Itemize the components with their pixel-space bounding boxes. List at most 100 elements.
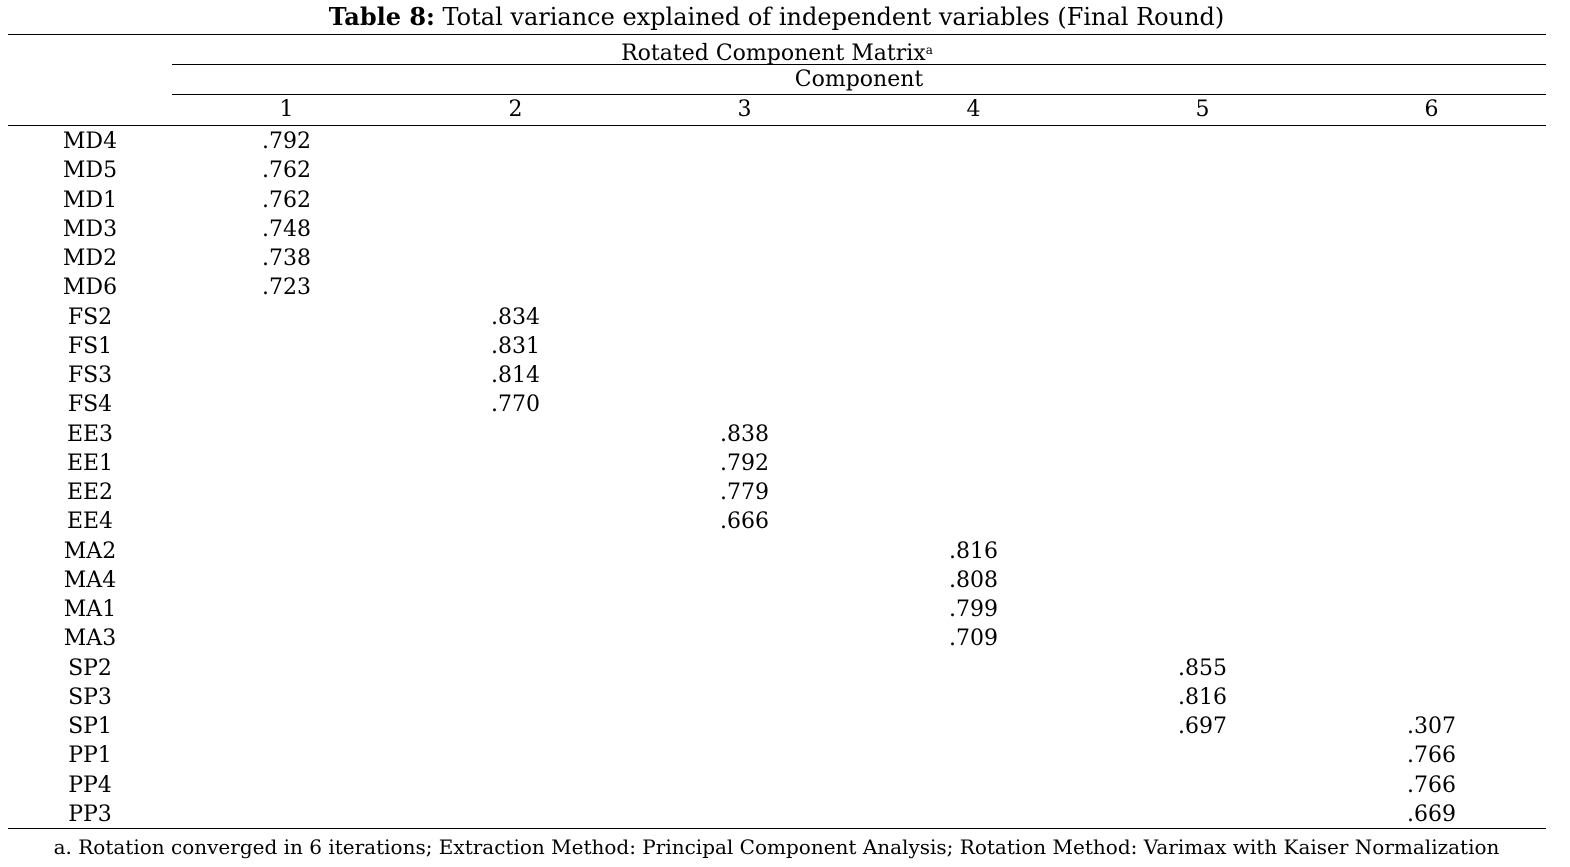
loading-cell	[172, 390, 401, 419]
loading-cell	[1088, 449, 1317, 478]
loading-cell	[401, 800, 630, 829]
loading-cell	[859, 449, 1088, 478]
loading-cell	[630, 683, 859, 712]
loading-cell: .770	[491, 392, 540, 418]
loading-cell	[630, 303, 859, 332]
column-header-1: 1	[279, 97, 294, 122]
loading-cell	[630, 186, 859, 215]
loading-cell	[1317, 273, 1546, 302]
loading-cell	[859, 712, 1088, 741]
column-header-5: 5	[1195, 97, 1210, 122]
table-caption-number: Table 8:	[328, 2, 435, 31]
loading-cell	[401, 683, 630, 712]
loading-cell	[1317, 244, 1546, 273]
table-row: FS1 .831	[8, 332, 1546, 361]
loading-cell	[1317, 507, 1546, 536]
row-label: MD4	[62, 129, 118, 155]
loading-cell	[859, 186, 1088, 215]
loading-cell: .307	[1407, 714, 1456, 740]
loading-cell	[1088, 215, 1317, 244]
loading-cell: .766	[1407, 772, 1456, 798]
loading-cell	[1317, 186, 1546, 215]
loading-cell	[1088, 741, 1317, 770]
loading-cell	[859, 771, 1088, 800]
loading-cell	[401, 741, 630, 770]
loading-cell	[1317, 683, 1546, 712]
loading-cell	[630, 537, 859, 566]
loading-cell	[172, 771, 401, 800]
loading-cell	[1088, 800, 1317, 829]
row-label: MD3	[62, 216, 118, 242]
row-label: FS3	[67, 363, 113, 389]
loading-cell	[172, 478, 401, 507]
loading-cell	[172, 595, 401, 624]
row-label: MA1	[63, 597, 117, 623]
row-label: EE3	[66, 421, 114, 447]
row-label: SP2	[68, 655, 112, 681]
loading-cell	[1088, 771, 1317, 800]
table-row: PP4 .766	[8, 771, 1546, 800]
loading-cell	[1088, 156, 1317, 185]
loading-cell	[630, 712, 859, 741]
loading-cell: .779	[720, 480, 769, 506]
loading-cell	[401, 595, 630, 624]
matrix-title-rule	[172, 64, 1546, 65]
loading-cell	[1088, 127, 1317, 156]
row-label: SP3	[68, 684, 112, 710]
loading-cell	[630, 771, 859, 800]
component-header-rule	[172, 94, 1546, 95]
loading-cell	[1088, 595, 1317, 624]
loading-cell	[1317, 156, 1546, 185]
loading-cell	[859, 244, 1088, 273]
loading-cell	[1317, 537, 1546, 566]
loading-cell	[172, 420, 401, 449]
table-row: MD2 .738	[8, 244, 1546, 273]
loading-cell	[859, 127, 1088, 156]
table-row: MD5 .762	[8, 156, 1546, 185]
loading-cell	[401, 127, 630, 156]
loading-cell: .738	[262, 246, 311, 272]
loading-cell	[401, 624, 630, 653]
loading-cell	[1317, 595, 1546, 624]
loading-cell	[1088, 507, 1317, 536]
loading-cell	[630, 390, 859, 419]
matrix-title-note: a	[925, 43, 933, 57]
rotated-component-matrix-table: MD4 .792 MD5 .762 MD1 .762 MD3 .748 MD2 .738 MD6 .7…	[8, 127, 1546, 829]
loading-cell	[401, 507, 630, 536]
loading-cell	[1317, 478, 1546, 507]
row-label: FS2	[67, 304, 113, 330]
loading-cell	[401, 215, 630, 244]
matrix-body: MD4 .792 MD5 .762 MD1 .762 MD3 .748 MD2 .738 MD6 .7…	[8, 127, 1546, 829]
loading-cell	[1317, 127, 1546, 156]
row-label: MD2	[62, 246, 118, 272]
loading-cell	[859, 741, 1088, 770]
loading-cell: .831	[491, 333, 540, 359]
loading-cell: .748	[262, 216, 311, 242]
table-row: SP3 .816	[8, 683, 1546, 712]
loading-cell	[172, 507, 401, 536]
loading-cell	[630, 244, 859, 273]
loading-cell	[172, 449, 401, 478]
loading-cell: .766	[1407, 743, 1456, 769]
table-row: EE2 .779	[8, 478, 1546, 507]
loading-cell	[1317, 449, 1546, 478]
loading-cell	[1088, 332, 1317, 361]
loading-cell: .838	[720, 421, 769, 447]
loading-cell: .666	[720, 509, 769, 535]
table-caption-text: Total variance explained of independent …	[434, 3, 1225, 31]
table-row: EE3 .838	[8, 420, 1546, 449]
matrix-title: Rotated Component Matrixa	[8, 36, 1546, 68]
loading-cell	[172, 741, 401, 770]
loading-cell	[401, 712, 630, 741]
loading-cell	[1088, 303, 1317, 332]
loading-cell	[1088, 390, 1317, 419]
loading-cell	[1317, 303, 1546, 332]
loading-cell	[859, 390, 1088, 419]
loading-cell	[401, 273, 630, 302]
table-row: MD3 .748	[8, 215, 1546, 244]
loading-cell	[401, 771, 630, 800]
loading-cell: .723	[262, 275, 311, 301]
column-header-4: 4	[966, 97, 981, 122]
row-label: PP3	[68, 801, 112, 827]
loading-cell	[630, 741, 859, 770]
